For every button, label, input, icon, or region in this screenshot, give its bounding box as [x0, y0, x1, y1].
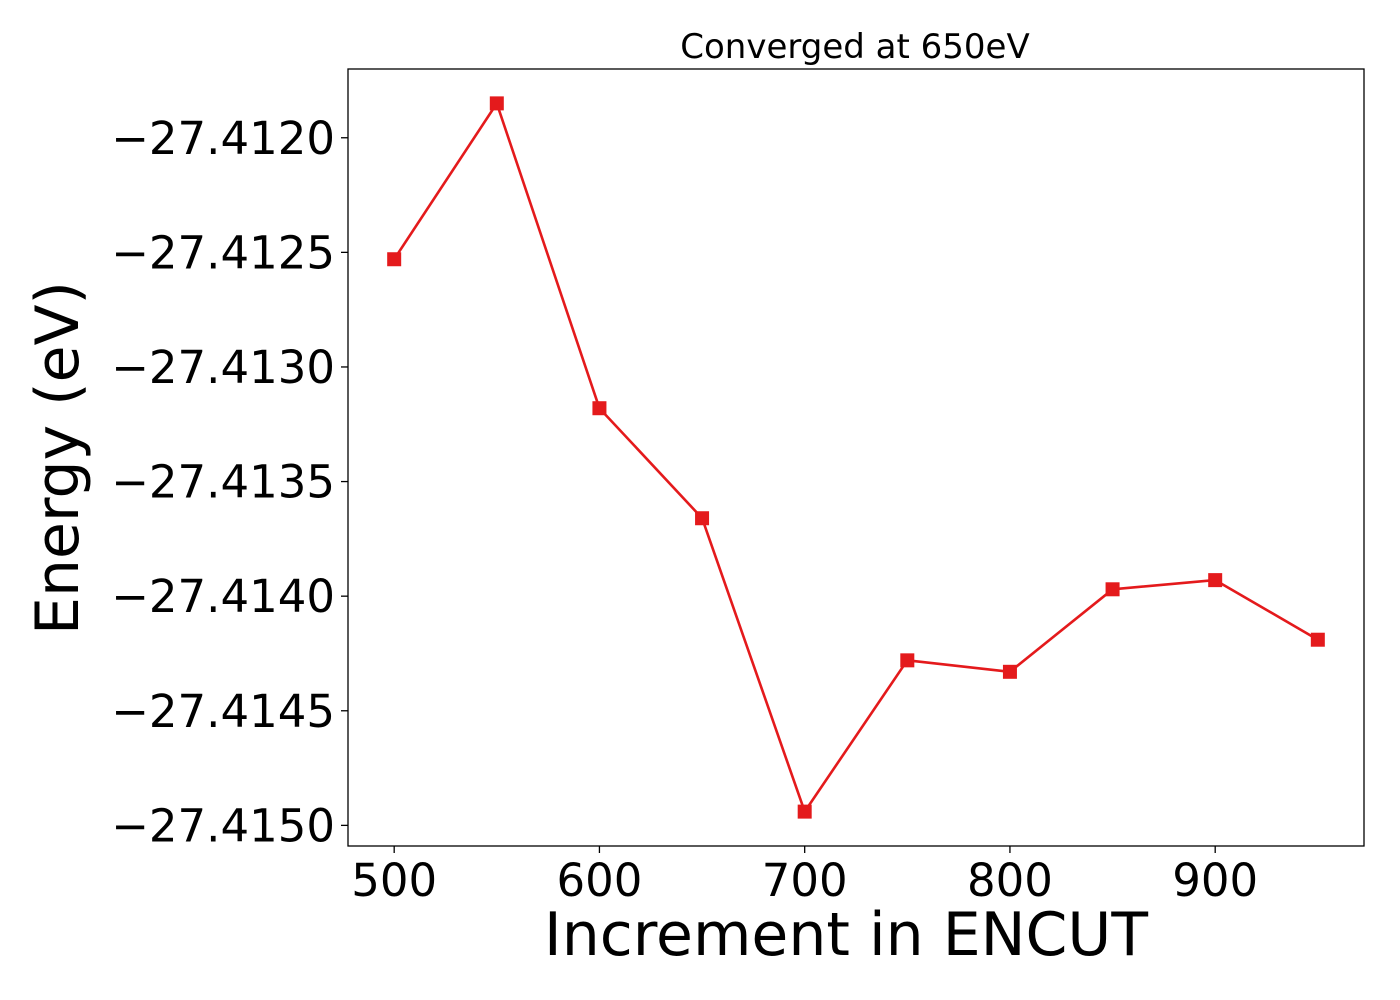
series-group [387, 96, 1325, 819]
x-axis-ticks: 500 600 700 800 900 [351, 846, 1258, 907]
x-axis-label: Increment in ENCUT [544, 900, 1148, 970]
data-point-marker [695, 511, 710, 526]
x-tick-label: 600 [556, 854, 642, 907]
data-point-marker [1208, 573, 1223, 588]
x-tick-label: 800 [967, 854, 1053, 907]
data-point-marker [1310, 632, 1325, 647]
x-tick-label: 900 [1172, 854, 1258, 907]
data-point-marker [387, 252, 402, 267]
data-point-marker [592, 401, 607, 416]
y-tick-label: −27.4130 [111, 341, 335, 394]
x-tick-label: 700 [762, 854, 848, 907]
y-tick-label: −27.4140 [111, 570, 335, 623]
y-axis-label: Energy (eV) [23, 281, 93, 635]
y-tick-label: −27.4135 [111, 456, 335, 509]
y-tick-label: −27.4125 [111, 226, 335, 279]
data-point-marker [797, 804, 812, 819]
series-line [393, 102, 1319, 813]
x-tick-label: 500 [351, 854, 437, 907]
y-tick-label: −27.4120 [111, 112, 335, 165]
data-point-marker [900, 653, 915, 668]
chart-title: Converged at 650eV [680, 27, 1029, 67]
data-point-marker [1002, 664, 1017, 679]
y-axis-ticks: −27.4120 −27.4125 −27.4130 −27.4135 −27.4140… [111, 112, 348, 852]
y-tick-label: −27.4145 [111, 685, 335, 738]
y-tick-label: −27.4150 [111, 799, 335, 852]
data-point-marker [1105, 582, 1120, 597]
plot-area-frame [347, 68, 1365, 847]
data-point-marker [489, 96, 504, 111]
